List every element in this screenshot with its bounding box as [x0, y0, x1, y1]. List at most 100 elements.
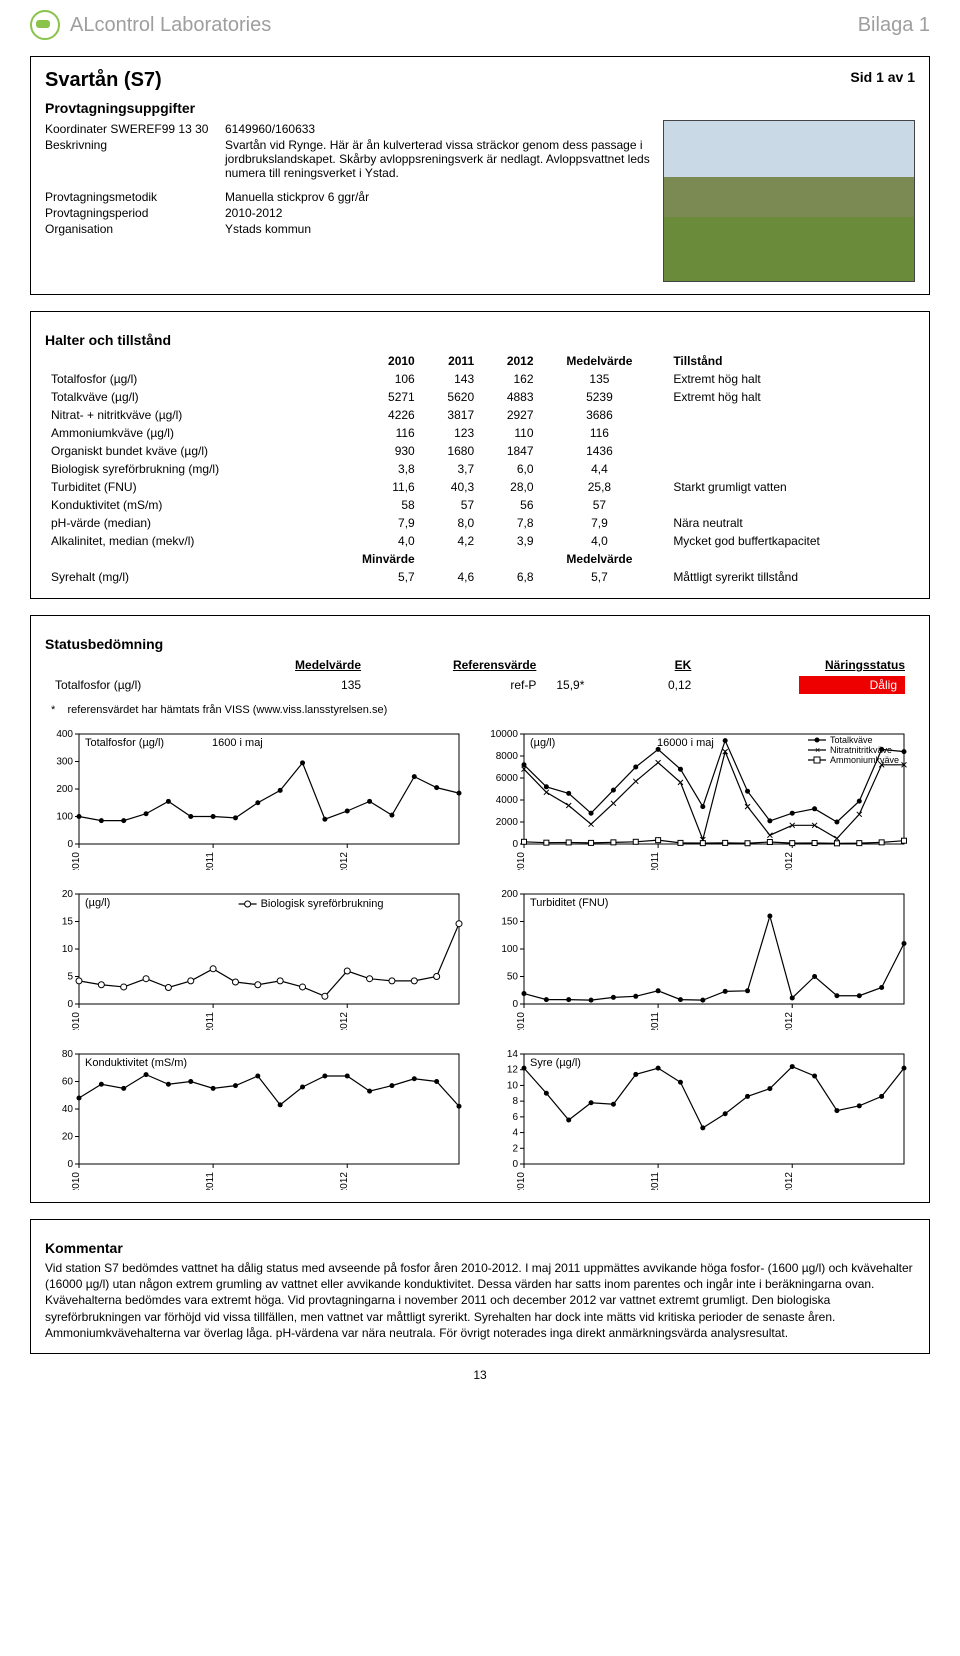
- svg-text:10: 10: [62, 944, 74, 955]
- status-title: Statusbedömning: [45, 636, 915, 652]
- svg-text:14: 14: [507, 1049, 519, 1060]
- info-box: Sid 1 av 1 Svartån (S7) Provtagningsuppg…: [30, 56, 930, 295]
- halter-title: Halter och tillstånd: [45, 332, 915, 348]
- svg-text:Totalkväve: Totalkväve: [830, 735, 873, 745]
- period-label: Provtagningsperiod: [45, 206, 225, 220]
- svg-text:2011: 2011: [650, 1012, 661, 1030]
- svg-text:2012: 2012: [339, 1172, 350, 1190]
- table-row: Biologisk syreförbrukning (mg/l)3,83,76,…: [45, 460, 915, 478]
- chart-turb: 050100150200201020112012Turbiditet (FNU): [490, 880, 910, 1030]
- svg-text:4000: 4000: [496, 795, 519, 806]
- method-label: Provtagningsmetodik: [45, 190, 225, 204]
- table-row: Alkalinitet, median (mekv/l)4,04,23,94,0…: [45, 532, 915, 550]
- org-label: Organisation: [45, 222, 225, 236]
- svg-text:20: 20: [62, 889, 74, 900]
- svg-text:5: 5: [67, 972, 73, 983]
- svg-text:Turbiditet (FNU): Turbiditet (FNU): [530, 897, 608, 909]
- desc-label: Beskrivning: [45, 138, 225, 180]
- svg-text:0: 0: [67, 839, 73, 850]
- svg-text:Totalfosfor (µg/l): Totalfosfor (µg/l): [85, 737, 164, 749]
- svg-text:40: 40: [62, 1104, 74, 1115]
- svg-text:2011: 2011: [650, 1172, 661, 1190]
- coord-label: Koordinater SWEREF99 13 30: [45, 122, 225, 136]
- page-number: 13: [30, 1368, 930, 1382]
- svg-text:400: 400: [56, 729, 73, 740]
- svg-text:200: 200: [56, 784, 73, 795]
- svg-text:2010: 2010: [71, 1012, 82, 1030]
- status-box: Statusbedömning MedelvärdeReferensvärdeE…: [30, 615, 930, 1203]
- table-row: Turbiditet (FNU)11,640,328,025,8Starkt g…: [45, 478, 915, 496]
- svg-text:2011: 2011: [205, 852, 216, 870]
- svg-text:2010: 2010: [516, 1012, 527, 1030]
- svg-text:10: 10: [507, 1080, 519, 1091]
- svg-text:2012: 2012: [784, 852, 795, 870]
- svg-text:2012: 2012: [784, 1172, 795, 1190]
- period-value: 2010-2012: [225, 206, 651, 220]
- table-row: Totalfosfor (µg/l)106143162135Extremt hö…: [45, 370, 915, 388]
- table-row: Syrehalt (mg/l)5,74,66,85,7Måttligt syre…: [45, 568, 915, 586]
- svg-text:2000: 2000: [496, 817, 519, 828]
- svg-text:8000: 8000: [496, 751, 519, 762]
- table-row: Organiskt bundet kväve (µg/l)93016801847…: [45, 442, 915, 460]
- lab-name: ALcontrol Laboratories: [70, 14, 271, 37]
- svg-text:2010: 2010: [71, 1172, 82, 1190]
- svg-text:Biologisk syreförbrukning: Biologisk syreförbrukning: [261, 898, 384, 910]
- svg-text:0: 0: [512, 839, 518, 850]
- svg-text:60: 60: [62, 1077, 74, 1088]
- chart-kvave: 0200040006000800010000201020112012(µg/l)…: [490, 720, 910, 870]
- table-row: Totalfosfor (µg/l)135ref-P15,9*0,12Dålig: [45, 674, 915, 696]
- svg-text:Konduktivitet (mS/m): Konduktivitet (mS/m): [85, 1057, 187, 1069]
- svg-text:(µg/l): (µg/l): [530, 737, 555, 749]
- section-info-title: Provtagningsuppgifter: [45, 100, 915, 116]
- kommentar-box: Kommentar Vid station S7 bedömdes vattne…: [30, 1219, 930, 1354]
- method-value: Manuella stickprov 6 ggr/år: [225, 190, 651, 204]
- svg-text:100: 100: [56, 812, 73, 823]
- svg-text:12: 12: [507, 1065, 519, 1076]
- svg-text:2012: 2012: [339, 1012, 350, 1030]
- table-row: pH-värde (median)7,98,07,87,9Nära neutra…: [45, 514, 915, 532]
- svg-text:15: 15: [62, 917, 74, 928]
- attachment-label: Bilaga 1: [858, 14, 930, 37]
- svg-text:50: 50: [507, 972, 519, 983]
- logo-icon: [30, 10, 60, 40]
- chart-bod: 0 5 10 15 20 2010 2011 2012 (µg/l) Biologisk syre…: [45, 880, 465, 1030]
- svg-text:0: 0: [67, 1159, 73, 1170]
- svg-text:6000: 6000: [496, 773, 519, 784]
- station-title: Svartån (S7): [45, 69, 915, 92]
- svg-text:2010: 2010: [71, 852, 82, 870]
- svg-text:300: 300: [56, 757, 73, 768]
- svg-text:Syre (µg/l): Syre (µg/l): [530, 1057, 581, 1069]
- svg-text:20: 20: [62, 1132, 74, 1143]
- svg-text:16000 i maj: 16000 i maj: [657, 737, 714, 749]
- chart-totalfosfor: 0 100 200 300 400 2010 2011 2012 Totalfosfor (µg…: [45, 720, 465, 870]
- svg-text:2010: 2010: [516, 852, 527, 870]
- status-table: MedelvärdeReferensvärdeEKNäringsstatusTo…: [45, 656, 915, 696]
- org-value: Ystads kommun: [225, 222, 651, 236]
- top-bar: ALcontrol Laboratories Bilaga 1: [30, 10, 930, 40]
- svg-text:2011: 2011: [205, 1012, 216, 1030]
- ref-note: referensvärdet har hämtats från VISS (ww…: [68, 704, 388, 716]
- chart-kond: 0 20 40 60 80 2010 2011 2012 Konduktivitet (mS/m…: [45, 1040, 465, 1190]
- svg-text:10000: 10000: [490, 729, 518, 740]
- svg-text:2012: 2012: [339, 852, 350, 870]
- svg-text:80: 80: [62, 1049, 74, 1060]
- svg-text:(µg/l): (µg/l): [85, 897, 110, 909]
- svg-text:8: 8: [512, 1096, 518, 1107]
- site-photo: [663, 120, 915, 282]
- svg-text:150: 150: [501, 917, 518, 928]
- kommentar-title: Kommentar: [45, 1240, 915, 1256]
- svg-text:2: 2: [512, 1143, 518, 1154]
- table-row: Ammoniumkväve (µg/l)116123110116: [45, 424, 915, 442]
- svg-text:Ammoniumkväve: Ammoniumkväve: [830, 755, 899, 765]
- desc-value: Svartån vid Rynge. Här är ån kulverterad…: [225, 138, 651, 180]
- table-row: Konduktivitet (mS/m)58575657: [45, 496, 915, 514]
- ref-asterisk: *: [51, 704, 55, 716]
- svg-text:2011: 2011: [205, 1172, 216, 1190]
- svg-text:2012: 2012: [784, 1012, 795, 1030]
- svg-text:0: 0: [67, 999, 73, 1010]
- coord-value: 6149960/160633: [225, 122, 651, 136]
- chart-syre: 02468101214201020112012Syre (µg/l): [490, 1040, 910, 1190]
- kommentar-text: Vid station S7 bedömdes vattnet ha dålig…: [45, 1260, 915, 1341]
- charts-grid: 0100200300400201020112012Totalfosfor (µg…: [45, 720, 915, 1190]
- svg-text:×: ×: [815, 745, 820, 755]
